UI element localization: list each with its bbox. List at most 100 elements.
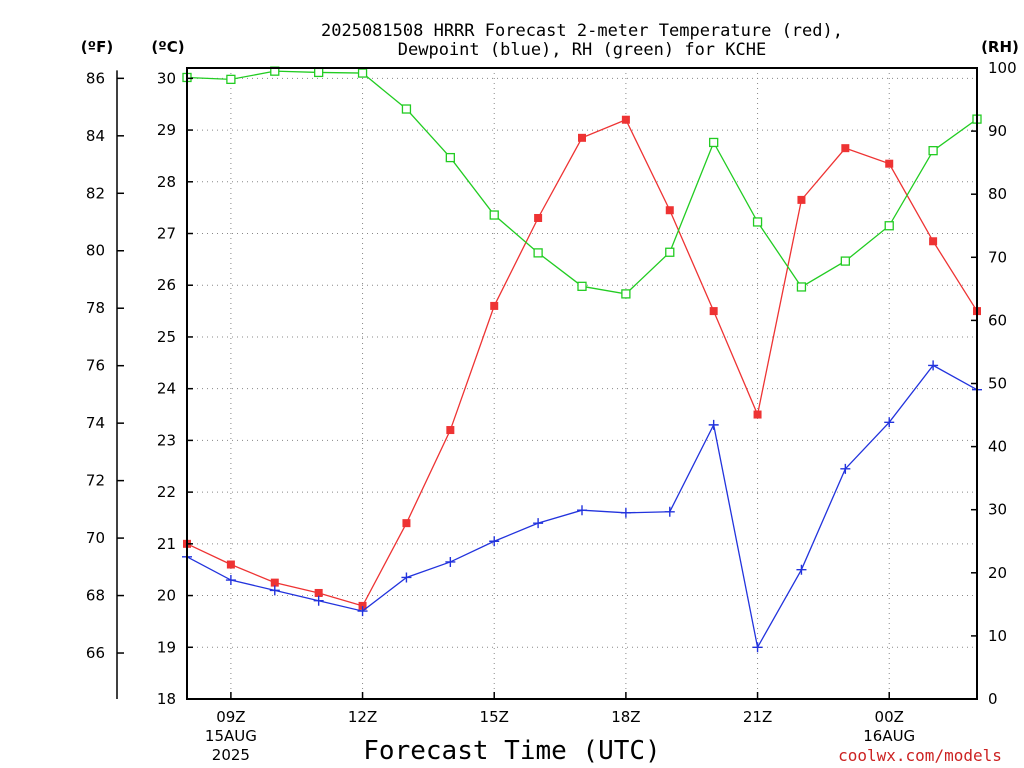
dewpoint-point	[577, 505, 587, 516]
chart-title: 2025081508 HRRR Forecast 2-meter Tempera…	[321, 21, 843, 41]
rh-point	[752, 217, 763, 227]
celsius-tick-label: 26	[157, 276, 176, 294]
temperature-point	[402, 519, 411, 528]
x-tick-label: 15Z	[480, 708, 509, 726]
temperature-point	[490, 301, 499, 310]
temperature-point	[797, 195, 806, 204]
rh-tick-label: 30	[988, 501, 1007, 519]
temperature-line	[186, 118, 978, 607]
rh-point	[489, 210, 499, 220]
rh-point	[709, 137, 719, 148]
temperature-series	[183, 115, 981, 610]
rh-point	[665, 247, 675, 257]
dewpoint-point	[357, 606, 368, 617]
dewpoint-point	[928, 360, 939, 371]
rh-tick-label: 20	[988, 564, 1007, 582]
rh-point	[796, 282, 807, 292]
celsius-tick-label: 24	[157, 380, 176, 398]
dewpoint-point	[884, 417, 895, 428]
dewpoint-point	[489, 536, 500, 547]
axes: 66 68 70 72 74 76 78 80 82 84 86 18 19 20 21 22 23 24 25 26…	[86, 59, 1017, 764]
rh-point	[533, 248, 543, 258]
temperature-point	[270, 578, 279, 587]
fahrenheit-tick-label: 68	[86, 587, 105, 605]
x-tick-label: 18Z	[611, 708, 640, 726]
rh-line	[186, 70, 978, 295]
celsius-tick-label: 28	[157, 173, 176, 191]
fahrenheit-tick-label: 78	[86, 299, 105, 317]
rh-tick-label: 10	[988, 627, 1007, 645]
rh-tick-label: 100	[988, 59, 1017, 77]
plot-border	[186, 67, 978, 700]
rh-series	[182, 66, 982, 299]
temperature-point	[358, 601, 367, 610]
dewpoint-point	[664, 506, 675, 517]
x-tick-label: 12Z	[348, 708, 377, 726]
x-axis-label: Forecast Time (UTC)	[363, 736, 660, 766]
celsius-tick-label: 19	[157, 638, 176, 656]
celsius-tick-label: 27	[157, 225, 176, 243]
temperature-point	[929, 237, 938, 246]
x-tick-label: 00Z	[875, 708, 904, 726]
celsius-tick-label: 25	[157, 328, 176, 346]
rh-unit-label: (RH)	[981, 38, 1019, 56]
x-tick-label: 09Z	[216, 708, 245, 726]
rh-tick-label: 80	[988, 185, 1007, 203]
fahrenheit-tick-label: 70	[86, 529, 105, 547]
rh-point	[357, 68, 368, 78]
dewpoint-point	[313, 595, 324, 606]
dewpoint-point	[401, 572, 412, 583]
fahrenheit-tick-label: 86	[86, 69, 105, 87]
dewpoint-point	[533, 518, 544, 529]
celsius-tick-label: 23	[157, 431, 176, 449]
celsius-tick-label: 18	[157, 690, 176, 708]
temperature-point	[446, 426, 455, 435]
rh-tick-label: 40	[988, 438, 1007, 456]
temperature-point	[665, 206, 674, 215]
rh-point	[840, 256, 850, 266]
fahrenheit-unit-label: (ºF)	[81, 38, 113, 56]
dewpoint-point	[620, 507, 631, 518]
rh-point	[401, 104, 412, 114]
temperature-point	[314, 588, 323, 597]
plot-frame	[186, 67, 978, 700]
dewpoint-series	[182, 360, 982, 653]
celsius-tick-label: 22	[157, 483, 176, 501]
rh-point	[577, 281, 587, 291]
dewpoint-point	[752, 642, 763, 653]
rh-point	[226, 74, 236, 85]
temperature-point	[753, 410, 762, 419]
rh-tick-label: 50	[988, 375, 1007, 393]
dewpoint-point	[225, 575, 236, 586]
x-tick-label: 2025	[212, 746, 250, 764]
dewpoint-point	[269, 585, 280, 596]
rh-point	[884, 221, 894, 231]
grid-lines	[187, 68, 977, 700]
temperature-point	[534, 213, 543, 222]
fahrenheit-tick-label: 74	[86, 414, 105, 432]
temperature-point	[841, 144, 850, 153]
celsius-unit-label: (ºC)	[151, 38, 184, 56]
dewpoint-point	[708, 419, 719, 430]
rh-tick-label: 70	[988, 248, 1007, 266]
rh-tick-label: 0	[988, 690, 998, 708]
fahrenheit-tick-label: 72	[86, 472, 105, 490]
rh-point	[314, 67, 324, 78]
fahrenheit-tick-label: 82	[86, 184, 105, 202]
rh-point	[445, 152, 455, 163]
x-tick-label: 15AUG	[205, 727, 257, 745]
temperature-point	[709, 307, 718, 316]
temperature-point	[226, 560, 235, 569]
celsius-tick-label: 21	[157, 535, 176, 553]
rh-point	[928, 146, 938, 156]
temperature-point	[621, 115, 630, 124]
fahrenheit-tick-label: 76	[86, 357, 105, 375]
chart-subtitle: Dewpoint (blue), RH (green) for KCHE	[398, 40, 766, 60]
source-watermark: coolwx.com/models	[838, 746, 1002, 765]
fahrenheit-tick-label: 84	[86, 127, 105, 145]
x-tick-label: 16AUG	[863, 727, 915, 745]
celsius-tick-label: 30	[157, 69, 176, 87]
fahrenheit-tick-label: 66	[86, 644, 105, 662]
x-tick-label: 21Z	[743, 708, 772, 726]
celsius-tick-label: 29	[157, 121, 176, 139]
